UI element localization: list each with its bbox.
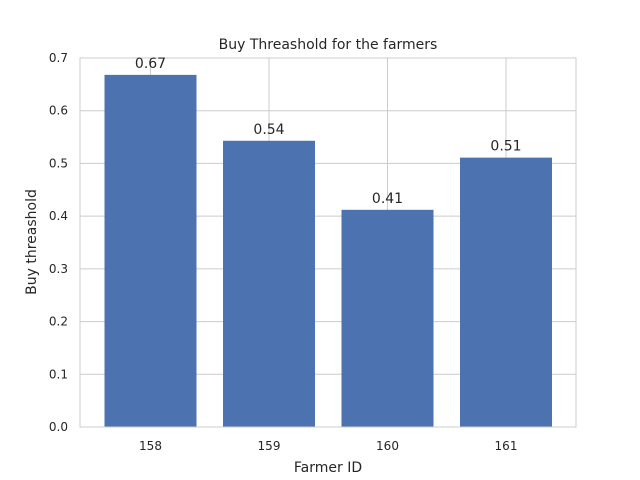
y-axis-label: Buy threashold <box>24 189 40 295</box>
value-labels: 0.67 0.54 0.41 0.51 <box>135 56 522 207</box>
y-tick-label: 0.5 <box>49 156 68 170</box>
y-tick-labels: 0.0 0.1 0.2 0.3 0.4 0.5 0.6 0.7 <box>49 51 68 434</box>
chart-title: Buy Threashold for the farmers <box>219 37 438 53</box>
value-label: 0.54 <box>253 122 284 138</box>
bar-160 <box>341 209 434 427</box>
y-tick-label: 0.7 <box>49 51 68 65</box>
bar-158 <box>104 74 197 428</box>
x-tick-label: 159 <box>258 439 281 453</box>
y-tick-label: 0.6 <box>49 104 68 118</box>
y-tick-label: 0.0 <box>49 420 68 434</box>
x-tick-label: 158 <box>139 439 162 453</box>
bars <box>104 74 552 428</box>
x-tick-label: 160 <box>376 439 399 453</box>
y-tick-label: 0.1 <box>49 367 68 381</box>
x-tick-labels: 158 159 160 161 <box>139 439 517 453</box>
value-label: 0.67 <box>135 56 166 72</box>
y-tick-label: 0.3 <box>49 262 68 276</box>
y-tick-label: 0.4 <box>49 209 68 223</box>
plot-frame <box>79 57 577 428</box>
value-label: 0.51 <box>490 139 521 155</box>
x-axis-label: Farmer ID <box>294 460 362 476</box>
bar-161 <box>460 157 552 427</box>
bar-159 <box>223 140 315 428</box>
value-label: 0.41 <box>372 191 403 207</box>
x-tick-label: 161 <box>495 439 518 453</box>
y-tick-label: 0.2 <box>49 315 68 329</box>
